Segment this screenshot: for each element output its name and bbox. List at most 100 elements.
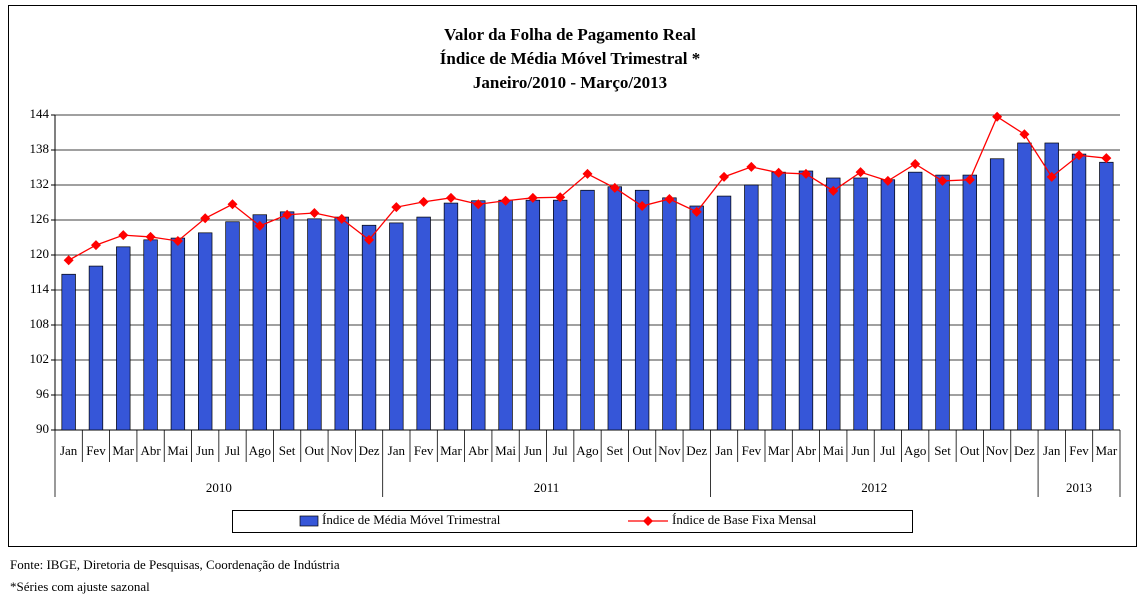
x-tick-label: Out — [305, 443, 325, 458]
x-tick-label: Abr — [140, 443, 161, 458]
x-tick-label: Jul — [880, 443, 896, 458]
bar — [416, 216, 431, 431]
x-tick-label: Ago — [576, 443, 598, 458]
x-tick-label: Fev — [742, 443, 762, 458]
y-tick-label: 132 — [30, 176, 50, 191]
bar — [116, 246, 131, 431]
x-tick-label: Nov — [658, 443, 681, 458]
x-tick-label: Set — [934, 443, 951, 458]
point — [172, 236, 183, 246]
point — [254, 220, 265, 231]
bar — [826, 177, 841, 431]
bar — [771, 171, 786, 431]
point — [746, 161, 757, 172]
x-tick-label: Nov — [331, 443, 354, 458]
y-tick-label: 138 — [30, 141, 50, 156]
x-tick-label: Jun — [196, 443, 215, 458]
bar — [443, 202, 459, 431]
x-tick-label: Dez — [359, 443, 380, 458]
bar — [962, 174, 977, 431]
point — [664, 194, 675, 204]
bar — [88, 265, 104, 431]
point — [964, 174, 975, 185]
bar — [498, 199, 513, 431]
point — [910, 159, 921, 169]
bar — [279, 211, 295, 431]
x-tick-label: Set — [606, 443, 623, 458]
bar — [1017, 142, 1032, 431]
bar — [525, 199, 541, 431]
bar — [580, 189, 595, 431]
y-tick-label: 108 — [30, 316, 50, 331]
y-tick-label: 114 — [30, 281, 50, 296]
point — [800, 168, 811, 179]
x-group-label: 2012 — [861, 480, 887, 495]
legend-label: Índice de Média Móvel Trimestral — [322, 512, 501, 527]
point — [145, 231, 156, 242]
y-tick-label: 144 — [30, 106, 50, 121]
x-tick-label: Out — [632, 443, 652, 458]
point — [773, 167, 784, 178]
x-tick-label: Jun — [524, 443, 543, 458]
bar — [1099, 161, 1114, 431]
x-tick-label: Out — [960, 443, 980, 458]
point — [719, 171, 730, 182]
point — [309, 208, 320, 218]
x-tick-label: Nov — [986, 443, 1009, 458]
bar — [744, 184, 759, 431]
bar — [989, 158, 1005, 431]
bar — [853, 177, 868, 431]
chart-title: Valor da Folha de Pagamento Real — [444, 25, 696, 44]
point — [90, 240, 101, 251]
point — [582, 168, 593, 179]
x-group-label: 2013 — [1066, 480, 1092, 495]
bar — [1071, 153, 1087, 431]
point — [364, 234, 375, 245]
x-tick-label: Mar — [440, 443, 462, 458]
bar — [334, 216, 349, 431]
x-tick-label: Set — [279, 443, 296, 458]
x-tick-label: Jul — [553, 443, 569, 458]
legend-swatch — [643, 516, 653, 526]
bar — [1044, 142, 1059, 431]
x-tick-label: Mar — [768, 443, 790, 458]
x-tick-label: Jan — [715, 443, 733, 458]
point — [937, 175, 948, 186]
point — [691, 206, 702, 217]
x-tick-label: Mai — [167, 443, 188, 458]
point — [118, 230, 129, 241]
x-tick-label: Fev — [86, 443, 106, 458]
point — [527, 192, 538, 203]
y-tick-label: 96 — [36, 386, 50, 401]
bar — [880, 179, 896, 431]
x-tick-label: Jan — [1043, 443, 1061, 458]
bar — [61, 273, 76, 431]
x-tick-label: Mar — [112, 443, 134, 458]
bar — [689, 205, 704, 431]
x-tick-label: Dez — [1014, 443, 1035, 458]
footnote: *Séries com ajuste sazonal — [10, 579, 150, 594]
x-tick-label: Jun — [852, 443, 871, 458]
x-tick-label: Dez — [686, 443, 707, 458]
x-group-label: 2011 — [534, 480, 560, 495]
x-tick-label: Abr — [796, 443, 817, 458]
point — [473, 199, 484, 210]
x-tick-label: Jan — [60, 443, 78, 458]
legend-swatch — [299, 515, 319, 527]
point — [1074, 150, 1085, 161]
bar — [252, 214, 267, 431]
x-tick-label: Mai — [823, 443, 844, 458]
x-group-label: 2010 — [206, 480, 232, 495]
point — [500, 195, 511, 206]
bar — [170, 237, 186, 431]
x-tick-label: Fev — [414, 443, 434, 458]
point — [336, 213, 347, 224]
bar — [389, 222, 404, 431]
bar — [716, 195, 732, 431]
point — [1046, 171, 1057, 182]
point — [1019, 129, 1030, 140]
x-tick-label: Jan — [388, 443, 406, 458]
point — [282, 209, 293, 220]
